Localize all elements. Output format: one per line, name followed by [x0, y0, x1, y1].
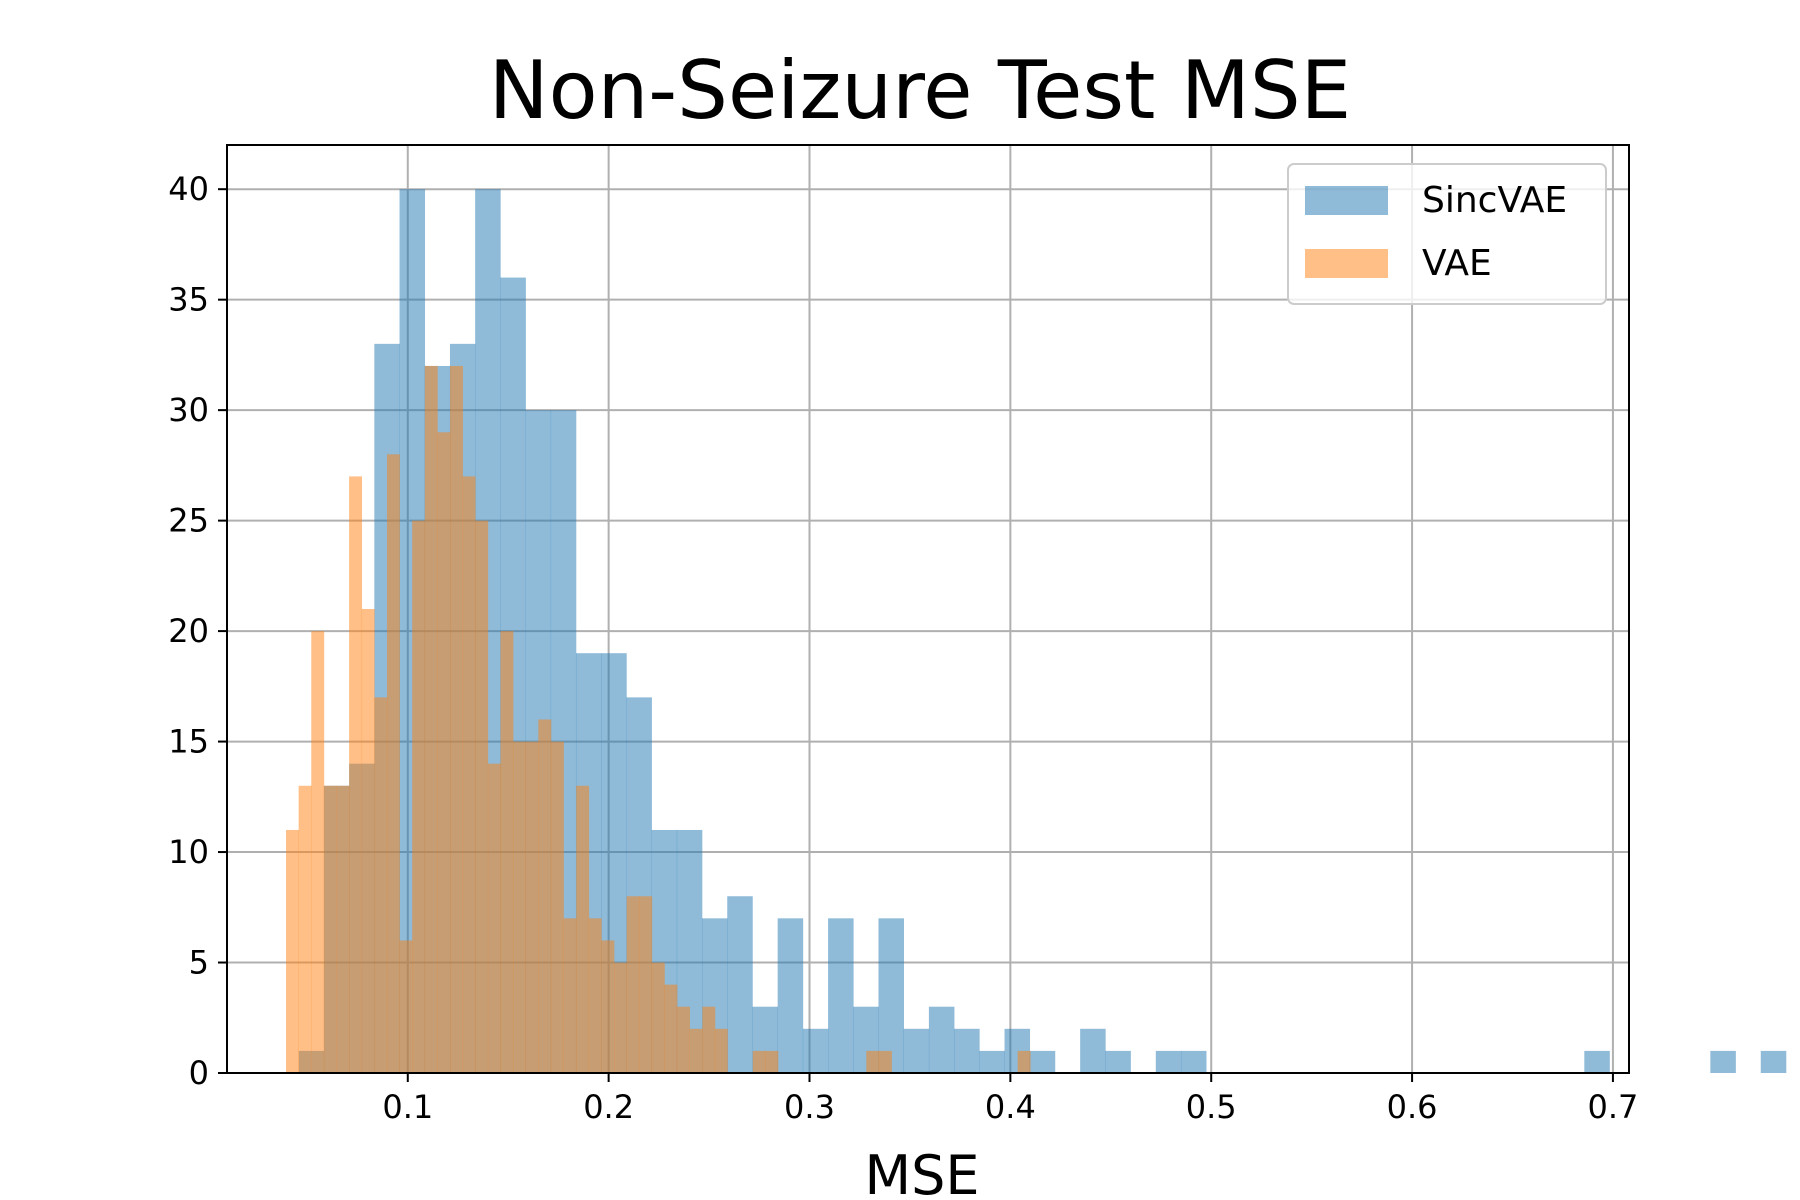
histogram-bar [349, 476, 363, 1073]
y-tick-label: 20 [168, 612, 209, 650]
histogram-bar [1584, 1050, 1610, 1073]
histogram-bar [412, 520, 426, 1073]
histogram-bar [424, 365, 438, 1073]
histogram-bar [576, 785, 590, 1073]
histogram-bar [878, 918, 904, 1073]
histogram-bar [702, 1006, 716, 1073]
histogram-bar [550, 741, 564, 1073]
histogram-bar [601, 940, 615, 1073]
histogram-bar [1017, 1050, 1031, 1073]
histogram-bar [487, 763, 501, 1073]
histogram-bar [1180, 1050, 1207, 1073]
x-tick-label: 0.7 [1587, 1088, 1638, 1126]
plot-frame [226, 144, 1630, 1074]
histogram-bar [727, 896, 753, 1073]
histogram-bar [1710, 1050, 1736, 1073]
histogram-bar [752, 1050, 766, 1073]
x-tick-label: 0.6 [1387, 1088, 1438, 1126]
histogram-bar [513, 741, 527, 1073]
histogram-bar [928, 1006, 955, 1073]
histogram-bar [802, 1028, 829, 1073]
histogram-bar [475, 520, 489, 1073]
histogram-bar [651, 962, 665, 1073]
histogram-bar [450, 365, 463, 1073]
histogram-bar [399, 940, 413, 1073]
histogram-bar [588, 918, 602, 1073]
histogram-bar [626, 896, 640, 1073]
histogram-bar [664, 984, 678, 1073]
histogram-bar [903, 1028, 930, 1073]
histogram-bar [361, 609, 375, 1073]
legend-swatch [1305, 186, 1388, 215]
histogram-bar [500, 631, 514, 1073]
histogram-bar [714, 1028, 728, 1073]
histogram-bar [828, 918, 854, 1073]
y-tick-label: 0 [189, 1054, 209, 1092]
axis-ticks: 0.1 0.2 0.3 0.4 0.5 0.6 0.7 0 5 10 15 20 25 30 35 40 [168, 170, 1638, 1126]
histogram-bar [286, 829, 299, 1073]
x-tick-label: 0.1 [382, 1088, 433, 1126]
histogram-bar [878, 1050, 892, 1073]
y-tick-label: 5 [189, 944, 209, 982]
legend: SincVAE VAE [1287, 163, 1607, 305]
y-tick-label: 15 [168, 723, 209, 761]
y-tick-label: 40 [168, 170, 209, 208]
histogram-bar [437, 432, 451, 1073]
histogram-bar [765, 1050, 779, 1073]
histogram-bar [777, 918, 804, 1073]
x-tick-label: 0.5 [1186, 1088, 1237, 1126]
histogram-bar [979, 1050, 1005, 1073]
histogram-bar [677, 1006, 691, 1073]
y-tick-label: 30 [168, 391, 209, 429]
histogram-bar [1080, 1028, 1106, 1073]
x-tick-label: 0.2 [583, 1088, 634, 1126]
x-tick-label: 0.3 [784, 1088, 835, 1126]
histogram-bar [1105, 1050, 1131, 1073]
histogram-bar [1760, 1050, 1787, 1073]
histogram-bar [954, 1028, 980, 1073]
legend-swatch [1305, 249, 1388, 278]
histogram-bar [689, 1028, 703, 1073]
histogram-bar [374, 697, 388, 1073]
y-tick-label: 35 [168, 281, 209, 319]
histogram-bar [298, 785, 312, 1073]
histogram-bars [286, 189, 1787, 1074]
histogram-bar [866, 1050, 880, 1073]
legend-label: SincVAE [1422, 180, 1567, 221]
x-tick-label: 0.4 [985, 1088, 1036, 1126]
histogram-bar [1029, 1050, 1056, 1073]
legend-label: VAE [1422, 243, 1492, 284]
histogram-bar [386, 454, 400, 1073]
histogram-bar [538, 719, 552, 1073]
histogram-bar [462, 476, 476, 1073]
histogram-bar [525, 741, 539, 1073]
histogram-bar [323, 785, 337, 1073]
chart-title: Non-Seizure Test MSE [489, 44, 1351, 137]
y-tick-label: 10 [168, 833, 209, 871]
histogram-bar [1155, 1050, 1182, 1073]
histogram-bar [336, 785, 350, 1073]
histogram-bar [639, 896, 653, 1073]
histogram-bar [614, 962, 627, 1073]
y-tick-label: 25 [168, 502, 209, 540]
x-axis-title: MSE [865, 1144, 980, 1200]
series-vae-bars [286, 365, 1031, 1073]
histogram-bar [311, 631, 325, 1073]
histogram-bar [563, 918, 577, 1073]
